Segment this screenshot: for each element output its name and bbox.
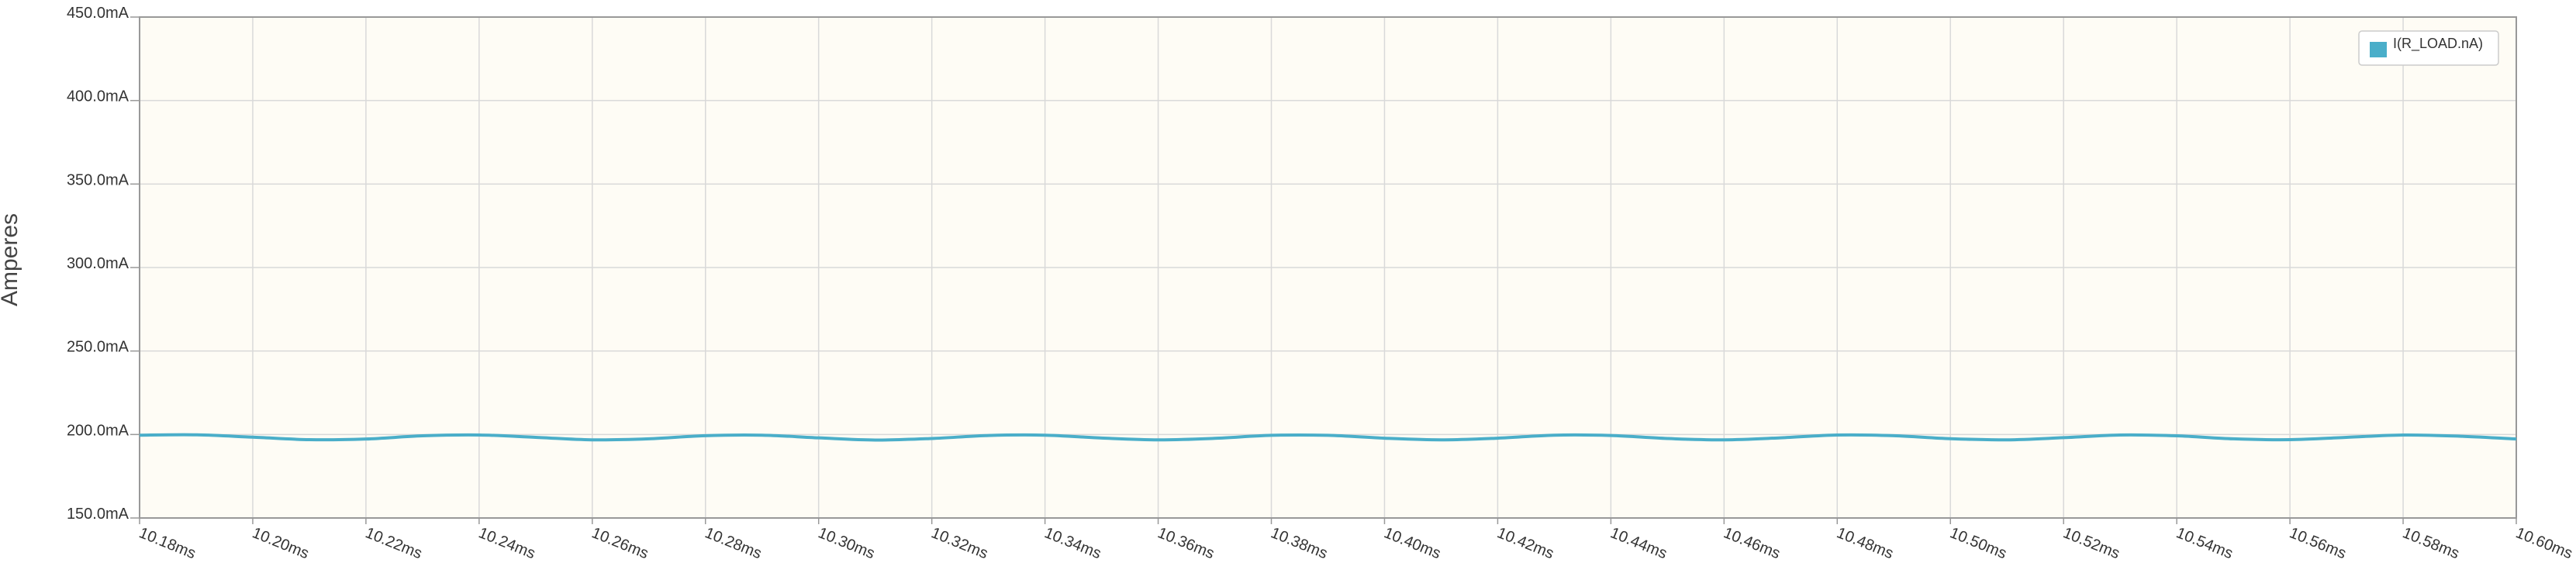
y-tick-label: 200.0mA	[67, 422, 129, 439]
x-tick-label: 10.52ms	[2060, 524, 2122, 562]
legend[interactable]: I(R_LOAD.nA)	[2358, 30, 2499, 66]
legend-box	[2358, 30, 2499, 66]
x-tick-label: 10.20ms	[250, 524, 311, 562]
x-tick-label: 10.40ms	[1382, 524, 1443, 562]
x-tick-label: 10.42ms	[1495, 524, 1556, 562]
x-tick-label: 10.36ms	[1155, 524, 1217, 562]
x-tick-label: 10.26ms	[589, 524, 651, 562]
legend-label: I(R_LOAD.nA)	[2393, 36, 2483, 52]
x-tick-label: 10.54ms	[2174, 524, 2235, 562]
x-axis-ticks: 10.18ms 10.20ms 10.22ms 10.24ms 10.26ms 10.28…	[136, 518, 2575, 562]
series-line	[139, 433, 2517, 442]
x-tick-label: 10.38ms	[1269, 524, 1330, 562]
x-tick-label: 10.30ms	[816, 524, 877, 562]
y-tick-label: 450.0mA	[67, 5, 129, 22]
y-axis-ticks: 150.0mA 200.0mA 250.0mA 300.0mA 350.0mA 400.0…	[67, 5, 140, 523]
legend-swatch	[2370, 42, 2387, 57]
y-tick-label: 150.0mA	[67, 506, 129, 523]
x-tick-label: 10.58ms	[2400, 524, 2461, 562]
y-tick-label: 350.0mA	[67, 171, 129, 188]
series-lines	[139, 433, 2517, 442]
y-tick-label: 300.0mA	[67, 255, 129, 272]
x-tick-label: 10.60ms	[2513, 524, 2574, 562]
x-tick-label: 10.46ms	[1721, 524, 1782, 562]
y-axis-label: Amperes	[0, 213, 22, 306]
x-tick-label: 10.44ms	[1608, 524, 1670, 562]
x-tick-label: 10.22ms	[363, 524, 424, 562]
x-tick-label: 10.34ms	[1042, 524, 1103, 562]
x-tick-label: 10.48ms	[1834, 524, 1895, 562]
y-tick-label: 250.0mA	[67, 339, 129, 356]
x-tick-label: 10.50ms	[1947, 524, 2008, 562]
y-tick-label: 400.0mA	[67, 88, 129, 105]
x-tick-label: 10.28ms	[703, 524, 764, 562]
x-tick-label: 10.56ms	[2287, 524, 2348, 562]
x-tick-label: 10.18ms	[136, 524, 198, 562]
x-tick-label: 10.32ms	[929, 524, 990, 562]
x-tick-label: 10.24ms	[476, 524, 537, 562]
